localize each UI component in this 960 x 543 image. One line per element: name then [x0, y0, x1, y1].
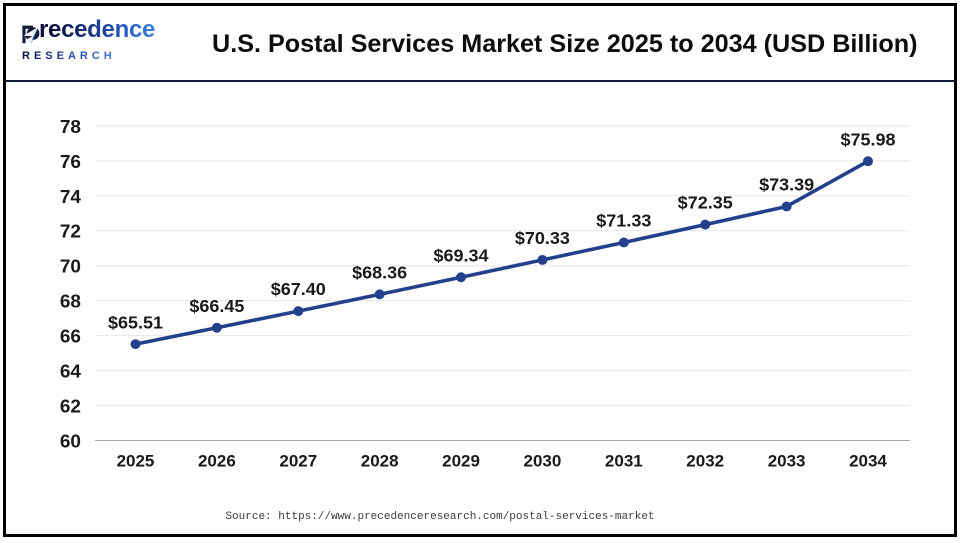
svg-text:2028: 2028 [361, 452, 399, 471]
svg-text:2033: 2033 [768, 452, 806, 471]
svg-text:$73.39: $73.39 [759, 175, 814, 195]
svg-text:$68.36: $68.36 [352, 263, 407, 283]
svg-text:74: 74 [60, 187, 82, 208]
svg-text:$66.45: $66.45 [189, 296, 244, 316]
svg-text:$71.33: $71.33 [596, 211, 651, 231]
svg-text:68: 68 [60, 292, 81, 313]
svg-text:72: 72 [60, 222, 81, 243]
svg-text:2026: 2026 [198, 452, 236, 471]
svg-text:60: 60 [60, 431, 81, 452]
svg-text:70: 70 [60, 257, 81, 278]
svg-text:$67.40: $67.40 [271, 279, 326, 299]
svg-text:2032: 2032 [686, 452, 724, 471]
svg-text:62: 62 [60, 396, 81, 417]
svg-text:$70.33: $70.33 [515, 228, 570, 248]
svg-text:2030: 2030 [524, 452, 562, 471]
svg-text:64: 64 [60, 362, 82, 383]
svg-text:2034: 2034 [849, 452, 887, 471]
svg-text:2031: 2031 [605, 452, 643, 471]
svg-text:2029: 2029 [442, 452, 480, 471]
svg-text:$72.35: $72.35 [678, 193, 733, 213]
svg-text:66: 66 [60, 327, 81, 348]
svg-text:78: 78 [60, 117, 81, 138]
svg-text:$75.98: $75.98 [840, 129, 895, 149]
svg-text:$69.34: $69.34 [434, 245, 489, 265]
svg-text:76: 76 [60, 152, 81, 173]
svg-text:2027: 2027 [279, 452, 317, 471]
svg-text:2025: 2025 [117, 452, 155, 471]
svg-text:$65.51: $65.51 [108, 312, 163, 332]
